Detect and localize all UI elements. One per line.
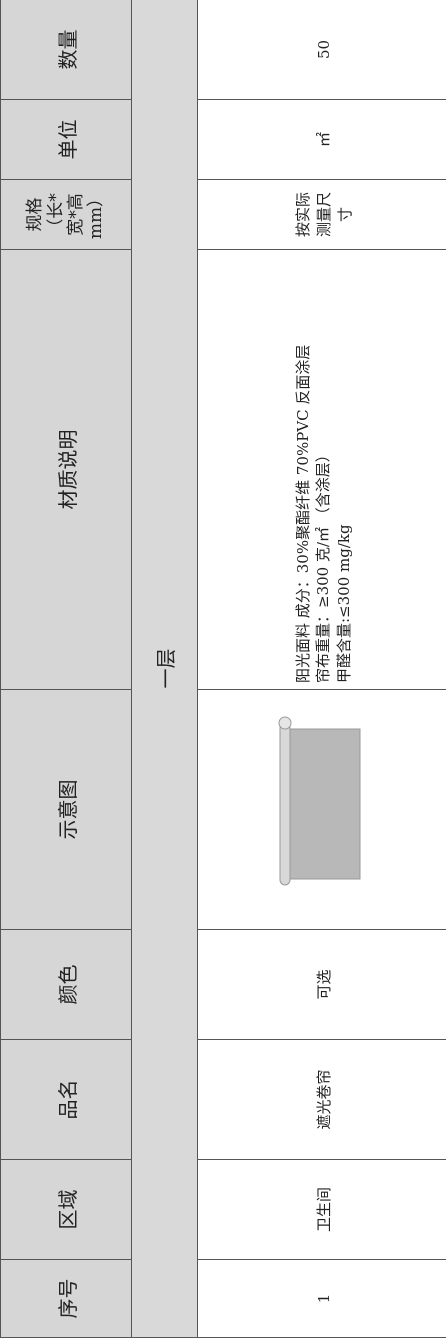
header-cell: 品名 <box>0 1039 132 1160</box>
blind-cap <box>278 717 291 730</box>
header-row: 序号 区域 品名 颜色 示意图 材质说明 规格（长*宽*高mm） 单位 数量 <box>0 0 132 1338</box>
cell: 遮光卷帘 <box>197 1039 446 1160</box>
text-line: 阳光面料 成分：30%聚酯纤维 70%PVC 反面涂层 <box>294 344 313 683</box>
cell: 按实际测量尺寸 <box>197 179 446 250</box>
header-cell: 规格（长*宽*高mm） <box>0 179 132 250</box>
cell: 50 <box>197 0 446 100</box>
header-cell: 颜色 <box>0 929 132 1040</box>
roller-blind-image <box>278 717 360 886</box>
material-cell: 阳光面料 成分：30%聚酯纤维 70%PVC 反面涂层 帘布重量：≥300 克/… <box>197 249 446 690</box>
blind-roller <box>279 723 290 886</box>
header-cell: 区域 <box>0 1159 132 1260</box>
header-cell: 材质说明 <box>0 249 132 690</box>
section-row: 一层 <box>131 0 198 1338</box>
cell: ㎡ <box>197 99 446 180</box>
section-cell: 一层 <box>131 0 198 1338</box>
text-line: 甲醛含量:≤300 mg/kg <box>334 524 353 683</box>
header-cell: 数量 <box>0 0 132 100</box>
header-cell: 单位 <box>0 99 132 180</box>
cell: 卫生间 <box>197 1159 446 1260</box>
blind-fabric <box>287 729 360 880</box>
header-cell: 序号 <box>0 1259 132 1338</box>
cell: 可选 <box>197 929 446 1040</box>
text-line: 帘布重量：≥300 克/㎡ （含涂层） <box>314 447 333 683</box>
header-cell: 示意图 <box>0 689 132 930</box>
image-cell <box>197 689 446 930</box>
cell: 1 <box>197 1259 446 1338</box>
data-row: 1 卫生间 遮光卷帘 可选 阳光面料 成分：30%聚酯纤维 70%PVC 反面涂… <box>197 0 446 1338</box>
